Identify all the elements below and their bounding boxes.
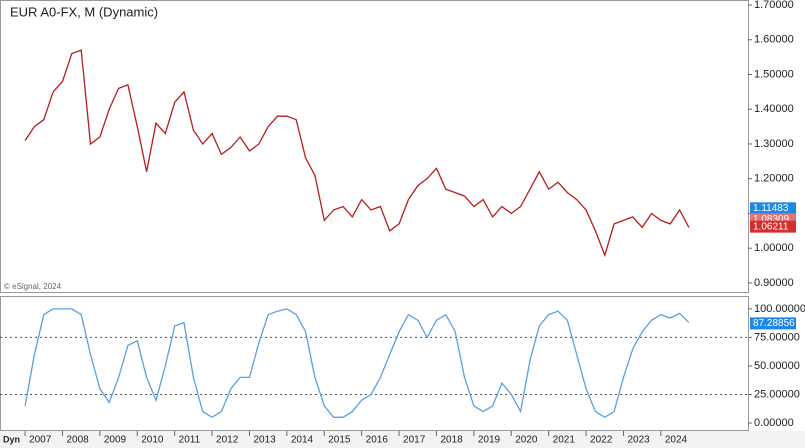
x-tick-label: 2019 xyxy=(478,435,501,446)
credit: © eSignal, 2024 xyxy=(4,282,62,291)
y-tick-label: 50.00000 xyxy=(754,360,800,372)
price-marker xyxy=(750,202,796,215)
chart-title: EUR A0-FX, M (Dynamic) xyxy=(10,4,158,19)
x-tick-label: 2018 xyxy=(440,435,463,446)
x-tick-label: 2015 xyxy=(328,435,351,446)
y-tick-label: 0.00000 xyxy=(754,417,794,429)
price-marker-label: 1.06211 xyxy=(753,221,789,232)
y-tick-label: 75.00000 xyxy=(754,331,800,343)
x-tick-label: 2016 xyxy=(366,435,389,446)
y-tick-label: 1.50000 xyxy=(754,68,794,80)
x-tick-label: 2022 xyxy=(590,435,613,446)
x-tick-label: 2021 xyxy=(553,435,576,446)
x-tick-label: 2011 xyxy=(179,435,201,446)
price-marker xyxy=(750,317,796,330)
x-tick-label: 2007 xyxy=(29,435,52,446)
x-tick-label: 2010 xyxy=(141,435,164,446)
price-panel xyxy=(0,0,749,293)
x-tick-label: 2009 xyxy=(104,435,127,446)
x-tick-label: 2008 xyxy=(66,435,89,446)
x-tick-label: 2023 xyxy=(627,435,650,446)
price-marker xyxy=(750,220,796,233)
y-tick-label: 100.00000 xyxy=(754,303,805,315)
price-marker-label: 87.28856 xyxy=(753,318,795,329)
corner-label: Dyn xyxy=(3,434,20,444)
y-tick-label: 1.20000 xyxy=(754,173,794,185)
x-axis-bar xyxy=(0,431,805,448)
price-marker-label: 1.11483 xyxy=(753,203,789,214)
y-tick-label: 1.30000 xyxy=(754,138,794,150)
x-tick-label: 2012 xyxy=(216,435,239,446)
x-tick-label: 2017 xyxy=(403,435,426,446)
x-tick-label: 2014 xyxy=(291,435,314,446)
oscillator-panel xyxy=(0,296,749,431)
series-line xyxy=(24,308,690,419)
price-marker-label: 1.08309 xyxy=(753,214,790,225)
x-tick-label: 2020 xyxy=(515,435,538,446)
x-tick-label: 2013 xyxy=(253,435,276,446)
y-tick-label: 25.00000 xyxy=(754,388,800,400)
series-line xyxy=(24,49,690,258)
y-tick-label: 1.60000 xyxy=(754,34,794,46)
y-tick-label: 1.40000 xyxy=(754,103,794,115)
y-tick-label: 1.00000 xyxy=(754,242,794,254)
y-tick-label: 1.70000 xyxy=(754,0,794,11)
y-tick-label: 0.90000 xyxy=(754,277,794,289)
x-tick-label: 2024 xyxy=(665,435,688,446)
